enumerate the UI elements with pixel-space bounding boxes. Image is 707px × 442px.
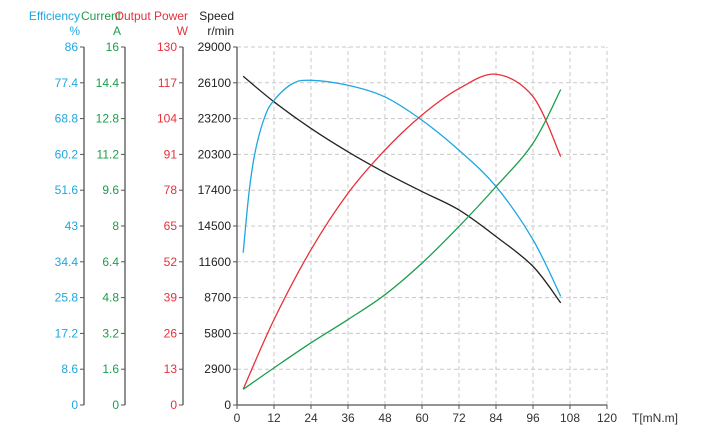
speed-tick-label: 29000 xyxy=(198,40,232,54)
speed-axis-title: Speed xyxy=(199,9,234,23)
speed-tick-label: 5800 xyxy=(204,326,231,340)
current-tick-label: 8 xyxy=(112,219,119,233)
current-axis-unit: A xyxy=(113,24,121,38)
power-tick-label: 91 xyxy=(164,147,178,161)
speed-axis-unit: r/min xyxy=(207,24,234,38)
speed-tick-label: 2900 xyxy=(204,362,231,376)
efficiency-tick-label: 60.2 xyxy=(55,147,79,161)
current-tick-label: 0 xyxy=(112,398,119,412)
speed-tick-label: 17400 xyxy=(198,183,232,197)
efficiency-curve xyxy=(242,79,562,297)
x-tick-label: 108 xyxy=(560,411,580,425)
power-tick-label: 130 xyxy=(157,40,177,54)
power-axis-title: Output Power xyxy=(115,9,188,23)
current-tick-label: 9.6 xyxy=(102,183,119,197)
current-curve xyxy=(242,89,562,390)
x-axis-label: T[mN.m] xyxy=(632,411,678,425)
efficiency-tick-label: 51.6 xyxy=(55,183,79,197)
speed-tick-label: 11600 xyxy=(199,255,232,269)
x-tick-label: 48 xyxy=(378,411,392,425)
current-tick-label: 6.4 xyxy=(102,255,119,269)
x-tick-label: 36 xyxy=(341,411,355,425)
power-tick-label: 0 xyxy=(170,398,177,412)
x-tick-label: 84 xyxy=(489,411,503,425)
speed-tick-label: 14500 xyxy=(198,219,232,233)
efficiency-tick-label: 17.2 xyxy=(55,326,79,340)
speed-tick-label: 20300 xyxy=(198,147,232,161)
x-tick-label: 72 xyxy=(452,411,466,425)
efficiency-tick-label: 68.8 xyxy=(55,112,79,126)
power-tick-label: 52 xyxy=(164,255,178,269)
x-tick-label: 24 xyxy=(304,411,318,425)
current-tick-label: 11.2 xyxy=(97,147,120,161)
speed-tick-label: 23200 xyxy=(198,112,232,126)
efficiency-tick-label: 77.4 xyxy=(55,76,79,90)
current-tick-label: 12.8 xyxy=(96,112,120,126)
x-tick-label: 60 xyxy=(415,411,429,425)
speed-tick-label: 8700 xyxy=(204,291,231,305)
power-axis-unit: W xyxy=(177,24,189,38)
current-tick-label: 3.2 xyxy=(102,326,119,340)
x-tick-label: 120 xyxy=(597,411,617,425)
speed-tick-label: 0 xyxy=(224,398,231,412)
x-tick-label: 12 xyxy=(267,411,281,425)
power-tick-label: 104 xyxy=(157,112,177,126)
power-tick-label: 39 xyxy=(164,291,178,305)
power-tick-label: 65 xyxy=(164,219,178,233)
power-tick-label: 13 xyxy=(164,362,178,376)
current-tick-label: 16 xyxy=(106,40,120,54)
current-tick-label: 4.8 xyxy=(102,291,119,305)
efficiency-axis-unit: % xyxy=(69,24,80,38)
power-curve xyxy=(242,73,562,390)
x-tick-label: 0 xyxy=(234,411,241,425)
speed-curve xyxy=(242,75,562,304)
power-tick-label: 117 xyxy=(158,76,177,90)
efficiency-tick-label: 43 xyxy=(65,219,79,233)
current-tick-label: 1.6 xyxy=(102,362,119,376)
current-axis-title: Current xyxy=(81,9,122,23)
efficiency-tick-label: 86 xyxy=(65,40,79,54)
x-tick-label: 96 xyxy=(526,411,540,425)
efficiency-axis-title: Efficiency xyxy=(29,9,80,23)
power-tick-label: 26 xyxy=(164,326,178,340)
power-tick-label: 78 xyxy=(164,183,178,197)
efficiency-tick-label: 25.8 xyxy=(55,291,79,305)
current-tick-label: 14.4 xyxy=(96,76,120,90)
efficiency-tick-label: 8.6 xyxy=(61,362,78,376)
efficiency-tick-label: 0 xyxy=(71,398,78,412)
efficiency-tick-label: 34.4 xyxy=(55,255,79,269)
speed-tick-label: 26100 xyxy=(198,76,232,90)
